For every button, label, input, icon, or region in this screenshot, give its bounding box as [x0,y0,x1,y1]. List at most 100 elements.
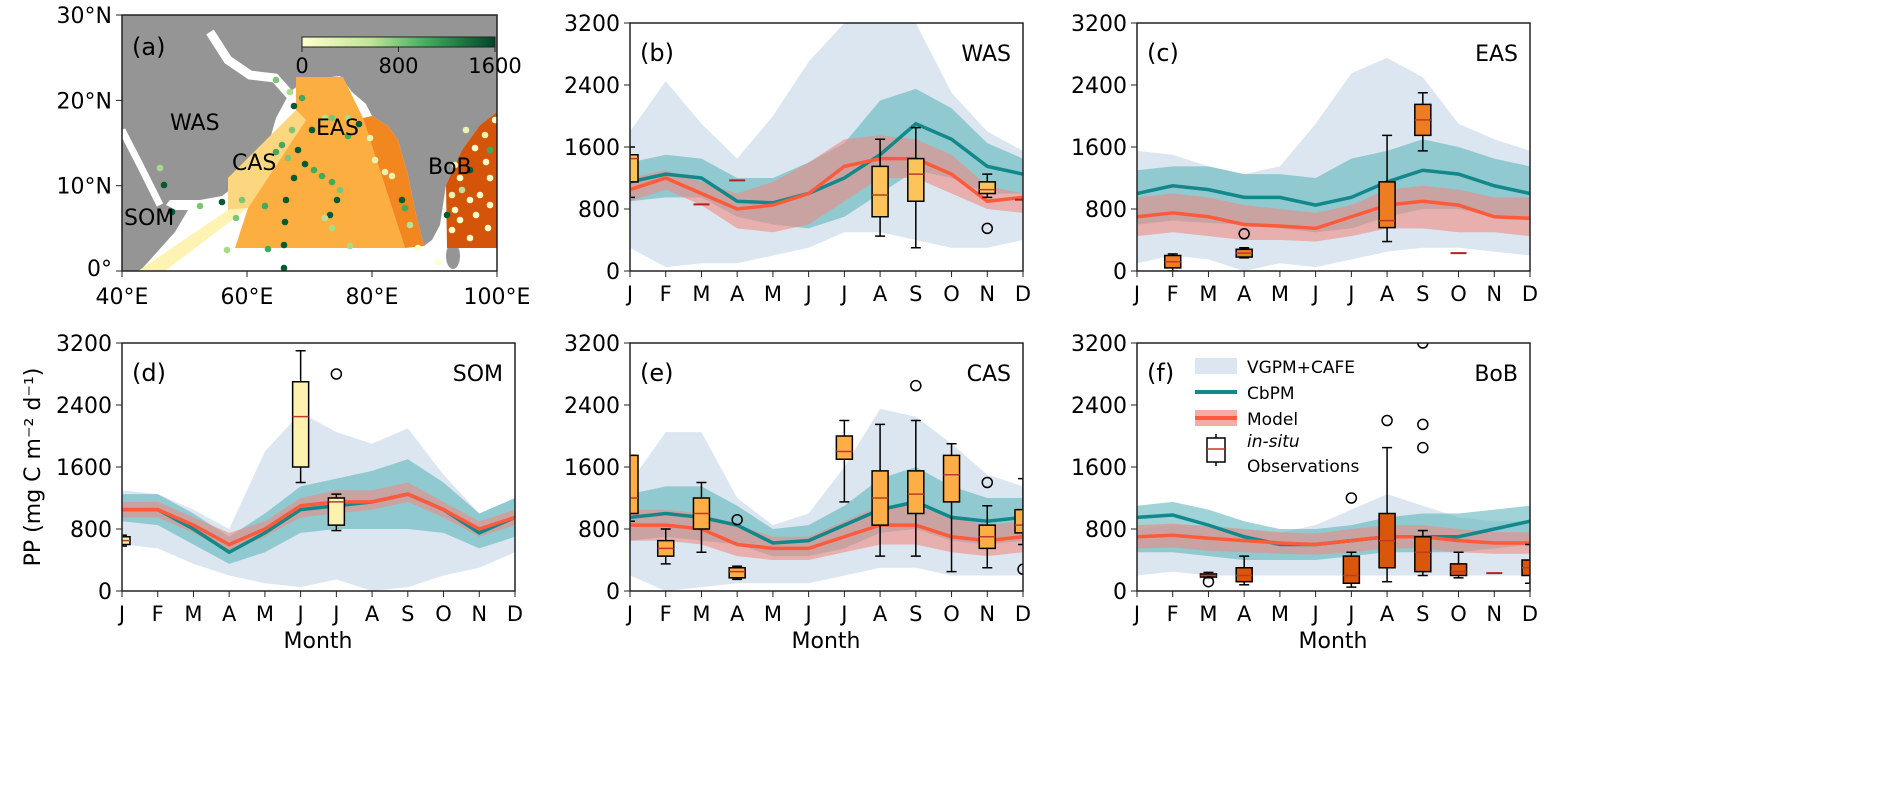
outlier [1017,563,1023,576]
insitu-box-s [1414,92,1432,152]
insitu-box-a [1235,555,1253,586]
colorbar-tick-label: 1600 [468,54,521,78]
x-tick-label: A [1237,602,1252,626]
y-tick-label: 1600 [564,456,620,481]
lon-tick-label: 80°E [346,285,399,310]
outlier [981,222,994,235]
observation-dot [476,191,484,199]
region-label-eas: EAS [316,116,359,141]
insitu-box-a [1378,134,1396,243]
x-tick-label: S [909,602,922,626]
observation-dot [278,141,286,149]
x-tick-label: D [507,602,523,626]
x-tick-label: D [1522,602,1538,626]
insitu-box-j [630,454,639,522]
region-was [228,110,306,210]
insitu-box-j [327,368,346,532]
model-line [1137,199,1530,231]
x-tick-label: F [660,282,672,306]
legend-label-vgpm: VGPM+CAFE [1247,358,1355,378]
observation-dot [318,172,326,180]
observation-dot [462,126,470,134]
insitu-box-j [122,534,131,547]
observation-dot [298,94,306,102]
model-band [1137,185,1530,242]
x-tick-label: A [873,602,888,626]
outlier [1238,228,1250,240]
red-sea [122,128,164,207]
insitu-box-m [1199,571,1218,588]
insitu-box-d [1014,477,1023,576]
observation-dot [284,154,292,162]
y-tick-label: 3200 [564,12,620,37]
outlier [1417,343,1429,349]
insitu-box-s [907,379,925,557]
observation-dot [196,202,204,210]
insitu-box-j [630,146,639,199]
observation-dot [286,88,294,96]
y-tick-label: 800 [578,198,620,223]
y-tick-label: 0 [606,260,620,285]
insitu-box-j [835,419,854,503]
x-tick-label: A [365,602,380,626]
panel-label: (d) [132,359,166,387]
observation-dot [398,196,406,204]
x-tick-label: F [1167,602,1179,626]
box [942,454,961,503]
lat-tick-label: 30°N [57,4,112,29]
outlier [981,476,994,489]
observation-dot [294,146,302,154]
y-tick-label: 2400 [564,74,620,99]
x-tick-label: A [222,602,237,626]
region-eas [363,116,424,248]
y-tick-label: 0 [1113,260,1127,285]
box [327,497,346,526]
observation-dot [328,178,336,186]
observation-dot [272,148,280,156]
observation-dot [456,216,464,224]
observation-dot [448,226,456,234]
observation-dot [434,258,442,266]
observation-dot [388,172,396,180]
lat-tick-label: 10°N [57,175,112,200]
observation-dot [471,144,479,152]
observation-dot [414,244,422,252]
x-tick-label: J [117,602,125,626]
x-tick-label: M [256,602,274,626]
x-tick-label: S [401,602,414,626]
y-tick-label: 0 [606,580,620,605]
observation-dot [346,242,354,250]
observation-dot [290,174,298,182]
plot-area [1137,343,1530,588]
observation-dot [308,126,316,134]
y-tick-label: 800 [1085,198,1127,223]
insitu-box-f [1163,253,1182,271]
x-tick-label: M [184,602,202,626]
observation-dot [443,211,451,219]
model-line [630,156,1023,211]
plot-area [630,379,1023,591]
observation-dot [366,134,374,142]
observation-dot [272,76,280,84]
region-bob [446,112,497,248]
x-axis-label: Month [1299,629,1368,654]
observation-dot [355,120,363,128]
box [1342,555,1361,584]
insitu-box-f [656,528,675,565]
y-tick-label: 0 [98,580,112,605]
outlier [1381,414,1393,427]
x-tick-label: J [804,282,812,306]
observation-dot [381,168,389,176]
x-tick-label: O [943,602,960,626]
y-tick-label: 2400 [1071,74,1127,99]
y-tick-label: 1600 [564,136,620,161]
x-tick-label: A [873,282,888,306]
insitu-box-o [942,443,961,573]
x-tick-label: D [1522,282,1538,306]
observation-dot [466,234,474,242]
x-tick-label: A [1380,282,1395,306]
observation-dot [328,114,336,122]
outlier [731,513,743,526]
